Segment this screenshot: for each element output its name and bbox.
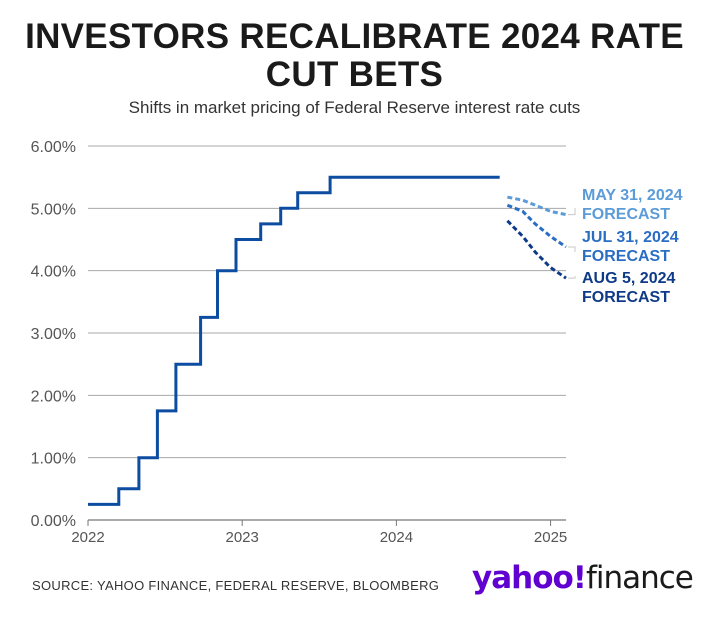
aug-5-forecast-line	[506, 219, 567, 280]
forecast-label-word: FORECAST	[582, 206, 670, 223]
y-tick-label: 6.00%	[31, 139, 76, 156]
x-tick-label: 2022	[71, 529, 104, 546]
forecast-label-date: AUG 5, 2024	[582, 270, 675, 287]
chart-title-line-2: CUT BETS	[265, 55, 444, 94]
y-tick-label: 2.00%	[31, 388, 76, 405]
yahoo-finance-logo: yahoo!finance	[472, 560, 694, 596]
y-tick-label: 1.00%	[31, 451, 76, 468]
forecast-label-word: FORECAST	[582, 248, 670, 265]
aug-5-forecast-label: AUG 5, 2024 FORECAST	[582, 270, 675, 306]
forecast-label-date: MAY 31, 2024	[582, 187, 683, 204]
x-tick-label: 2025	[534, 529, 567, 546]
jul-31-forecast-line	[506, 203, 567, 249]
forecast-leader-line	[568, 246, 576, 252]
forecast-leader-line	[568, 276, 576, 279]
y-tick-label: 3.00%	[31, 326, 76, 343]
chart-title: INVESTORS RECALIBRATE 2024 RATE CUT BETS	[0, 18, 709, 94]
forecast-label-word: FORECAST	[582, 289, 670, 306]
chart-subtitle: Shifts in market pricing of Federal Rese…	[128, 98, 581, 117]
y-tick-label: 5.00%	[31, 201, 76, 218]
rate-chart: 0.00% 1.00% 2.00% 3.00% 4.00% 5.00% 6.00% 2022 2…	[31, 139, 683, 546]
jul-31-forecast-label: JUL 31, 2024 FORECAST	[582, 229, 679, 265]
x-tick-label: 2023	[226, 529, 259, 546]
logo-finance-text: finance	[585, 560, 694, 596]
y-tick-label: 4.00%	[31, 264, 76, 281]
logo-yahoo-text: yahoo!	[472, 560, 587, 596]
x-tick-label: 2024	[380, 529, 413, 546]
may-31-forecast-line	[507, 195, 567, 217]
source-note: SOURCE: YAHOO FINANCE, FEDERAL RESERVE, …	[32, 578, 440, 593]
forecast-leader-line	[568, 208, 576, 216]
chart-title-line-1: INVESTORS RECALIBRATE 2024 RATE	[25, 17, 684, 56]
may-31-forecast-label: MAY 31, 2024 FORECAST	[582, 187, 683, 223]
y-tick-label: 0.00%	[31, 513, 76, 530]
fed-funds-rate-line	[88, 175, 500, 506]
forecast-label-date: JUL 31, 2024	[582, 229, 679, 246]
